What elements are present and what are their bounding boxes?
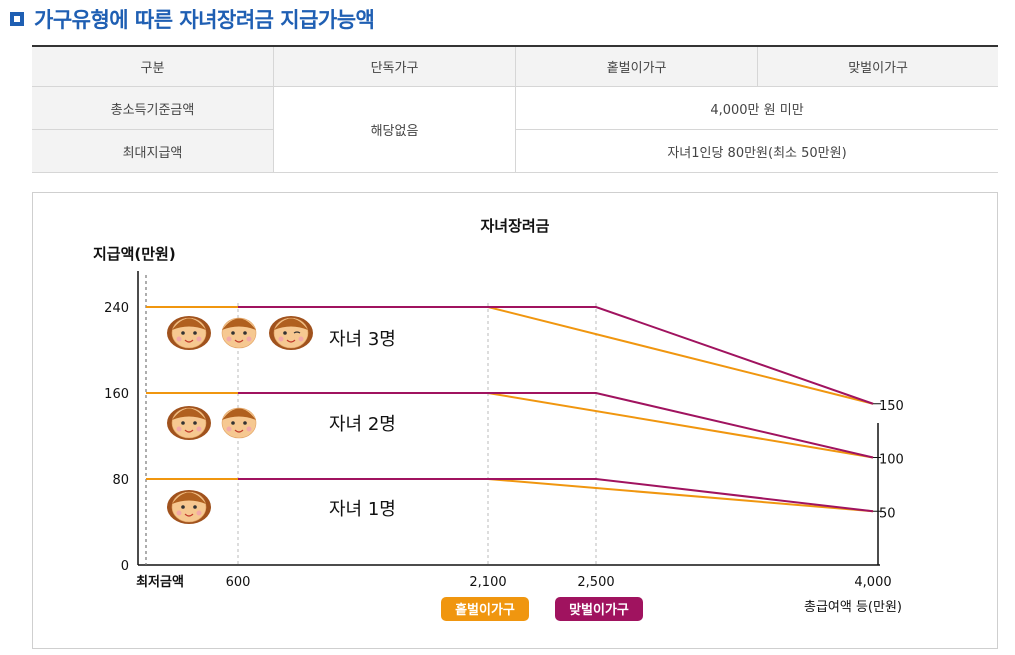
section-title: 가구유형에 따른 자녀장려금 지급가능액: [34, 8, 375, 32]
header-one-earner: 홑벌이가구: [514, 45, 758, 87]
legend-swatch: [441, 597, 529, 621]
child-face-icon: [167, 490, 211, 524]
right-value-label: 50: [879, 506, 896, 521]
y-tick-label: 240: [104, 301, 129, 316]
table-row: 최대지급액 자녀1인당 80만원(최소 50만원): [32, 129, 998, 173]
header-category: 구분: [32, 45, 274, 87]
y-axis-label: 지급액(만원): [93, 245, 176, 263]
header-single: 단독가구: [273, 45, 516, 87]
x-axis-label: 총급여액 등(만원): [804, 600, 902, 615]
child-face-icon: [167, 316, 211, 350]
x-tick-label: 600: [226, 575, 251, 590]
income-threshold-value: 4,000만 원 미만: [515, 86, 998, 130]
child-count-label: 자녀 3명: [329, 329, 396, 350]
section-heading: 가구유형에 따른 자녀장려금 지급가능액: [10, 4, 375, 34]
right-value-label: 100: [879, 453, 904, 468]
max-amount-value: 자녀1인당 80만원(최소 50만원): [515, 129, 998, 173]
legend-label: 맞벌이가구: [569, 602, 629, 618]
series-line: [238, 478, 874, 513]
y-tick-label: 80: [112, 473, 129, 488]
row-label-income: 총소득기준금액: [32, 86, 274, 130]
legend-swatch: [555, 597, 643, 621]
eligibility-table: 구분 단독가구 홑벌이가구 맞벌이가구 총소득기준금액 해당없음 4,000만 …: [32, 45, 998, 173]
x-tick-label: 4,000: [854, 575, 891, 590]
y-tick-label: 160: [104, 387, 129, 402]
child-count-label: 자녀 2명: [329, 414, 396, 435]
right-value-label: 150: [879, 399, 904, 414]
legend-label: 홑벌이가구: [455, 602, 515, 618]
single-household-value: 해당없음: [273, 86, 516, 173]
header-two-earner: 맞벌이가구: [757, 45, 998, 87]
child-face-icon: [269, 316, 313, 350]
x-tick-label: 최저금액: [136, 575, 184, 590]
square-bullet-icon: [10, 12, 24, 26]
row-label-max-amount: 최대지급액: [32, 129, 274, 173]
table-header-row: 구분 단독가구 홑벌이가구 맞벌이가구: [32, 45, 998, 87]
series-line: [238, 392, 874, 459]
child-face-icon: [221, 407, 257, 439]
y-tick-label: 0: [121, 559, 129, 574]
child-face-icon: [167, 406, 211, 440]
child-count-label: 자녀 1명: [329, 499, 396, 520]
table-row: 총소득기준금액 해당없음 4,000만 원 미만: [32, 86, 998, 173]
series-line: [146, 306, 874, 405]
series-line: [238, 306, 874, 405]
x-tick-label: 2,100: [469, 575, 506, 590]
chart-title: 자녀장려금: [480, 217, 549, 235]
x-tick-label: 2,500: [577, 575, 614, 590]
child-face-icon: [221, 317, 257, 349]
series-line: [146, 478, 874, 513]
